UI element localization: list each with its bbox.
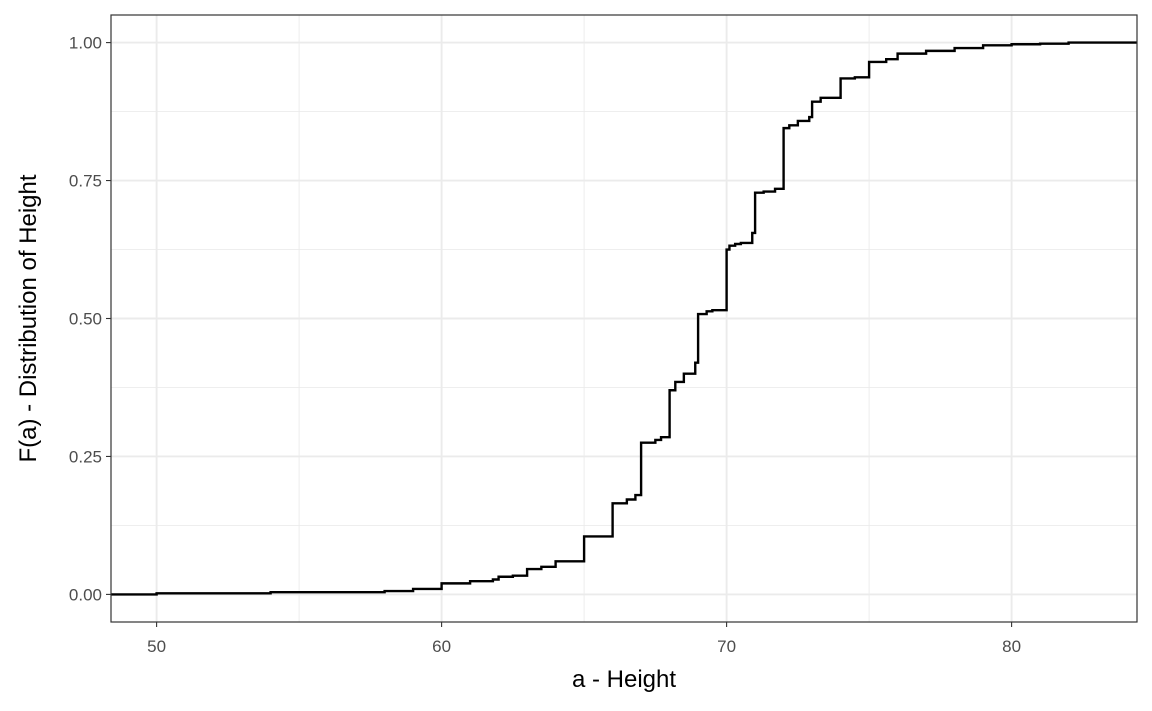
y-axis-title: F(a) - Distribution of Height bbox=[15, 174, 42, 462]
grid-lines bbox=[111, 15, 1137, 622]
x-tick-label: 60 bbox=[432, 637, 451, 656]
x-axis: 50 60 70 80 bbox=[147, 622, 1021, 656]
y-tick-label: 0.25 bbox=[69, 447, 102, 466]
x-tick-label: 70 bbox=[717, 637, 736, 656]
y-tick-label: 0.75 bbox=[69, 172, 102, 191]
y-tick-label: 0.00 bbox=[69, 585, 102, 604]
y-tick-label: 0.50 bbox=[69, 310, 102, 329]
y-axis: 0.00 0.25 0.50 0.75 1.00 bbox=[69, 34, 111, 604]
ecdf-step-line bbox=[111, 41, 1137, 596]
x-tick-label: 80 bbox=[1002, 637, 1021, 656]
x-tick-label: 50 bbox=[147, 637, 166, 656]
x-axis-title: a - Height bbox=[572, 666, 676, 693]
y-tick-label: 1.00 bbox=[69, 34, 102, 53]
plot-panel bbox=[110, 14, 1138, 623]
